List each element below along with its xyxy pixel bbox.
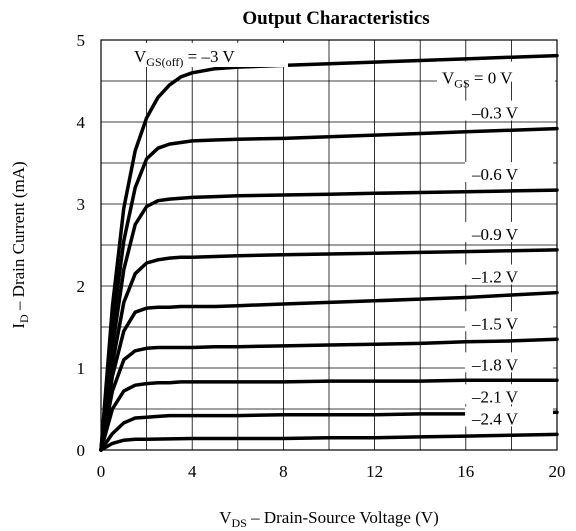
curve-label-background: [465, 221, 553, 242]
curve-label-background: [437, 61, 555, 82]
curve-label-background: [465, 311, 553, 332]
curve-series: [99, 432, 559, 452]
y-axis-title: ID – Drain Current (mA): [9, 161, 31, 328]
x-axis-title: VDS – Drain-Source Voltage (V): [219, 508, 439, 530]
curve-series: [99, 410, 559, 452]
curve-series: [99, 378, 559, 452]
y-tick-label: 4: [77, 113, 86, 132]
curve-series: [99, 53, 559, 452]
curve-series: [99, 188, 559, 452]
curve-series: [99, 248, 559, 452]
curve-label: –1.2 V: [471, 268, 519, 287]
x-tick-label: 8: [279, 462, 288, 481]
y-tick-label: 1: [77, 359, 86, 378]
curve-series: [99, 126, 559, 452]
x-tick-label: 0: [97, 462, 106, 481]
curve-label: –0.6 V: [471, 165, 519, 184]
curve-label-background: [465, 406, 553, 427]
curve-labels: VGS = 0 V –0.3 V –0.6 V –0.9 V –1.2 V –1.5 V –…: [128, 43, 555, 428]
x-tick-label: 4: [188, 462, 197, 481]
curve-label-background: [465, 384, 553, 405]
curve-label: –2.4 V: [471, 409, 519, 428]
curve-label: VGS = 0 V: [442, 69, 513, 91]
y-tick-label: 3: [77, 195, 86, 214]
curve-series: [99, 337, 559, 452]
curve-label-background: [465, 264, 553, 285]
plot-frame: [100, 39, 558, 451]
curve-label-background: [465, 162, 553, 183]
curves: [99, 53, 559, 452]
curve-series: [99, 290, 559, 452]
x-tick-label: 20: [549, 462, 566, 481]
cutoff-label-background: [128, 43, 288, 67]
grid: [101, 40, 557, 450]
curve-label-background: [465, 352, 553, 373]
curve-label: –0.3 V: [471, 104, 519, 123]
curve-label: –0.9 V: [471, 225, 519, 244]
chart-title: Output Characteristics: [242, 8, 429, 29]
curve-label: –1.5 V: [471, 314, 519, 333]
cutoff-label: VGS(off) = –3 V: [134, 47, 235, 69]
y-tick-label: 2: [77, 277, 86, 296]
y-tick-label: 5: [77, 31, 86, 50]
x-tick-label: 16: [457, 462, 474, 481]
y-tick-label: 0: [77, 441, 86, 460]
x-tick-label: 12: [366, 462, 383, 481]
curve-label: –1.8 V: [471, 355, 519, 374]
curve-label: –2.1 V: [471, 387, 519, 406]
curve-label-background: [465, 100, 553, 121]
